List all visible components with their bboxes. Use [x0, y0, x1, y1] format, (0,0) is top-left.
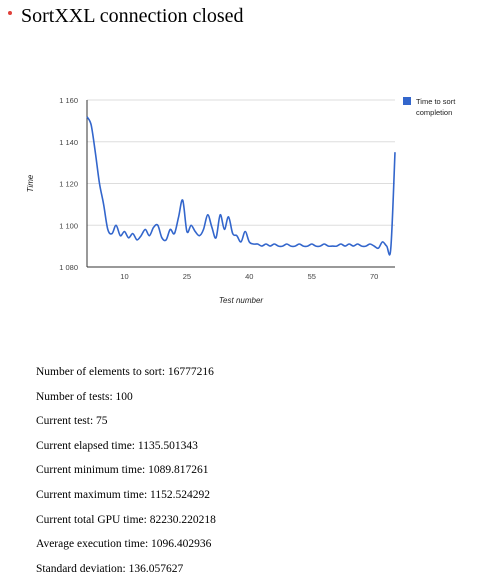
- stat-minimum-time: Current minimum time: 1089.817261: [36, 464, 209, 477]
- legend-swatch: [403, 97, 411, 105]
- x-axis-title: Test number: [219, 296, 264, 305]
- y-tick-label: 1 080: [59, 263, 78, 272]
- status-dot-icon: [8, 11, 12, 15]
- time-line-chart: 1 080 1 100 1 120 1 140 1 160 10 25 40 55 70 Time T…: [26, 96, 456, 305]
- x-tick-label: 40: [245, 272, 253, 281]
- y-axis-title: Time: [26, 174, 35, 192]
- stat-total-gpu-time: Current total GPU time: 82230.220218: [36, 513, 216, 526]
- stat-elements-to-sort: Number of elements to sort: 16777216: [36, 366, 214, 378]
- legend-label: Time to sort completion: [416, 97, 456, 117]
- series-line-time-to-sort: [86, 116, 396, 256]
- x-tick-label: 10: [120, 272, 128, 281]
- stat-number-of-tests: Number of tests: 100: [36, 390, 133, 403]
- stat-standard-deviation: Standard deviation: 136.057627: [36, 562, 184, 575]
- connection-status: SortXXL connection closed: [8, 3, 244, 29]
- stat-average-execution-time: Average execution time: 1096.402936: [36, 538, 212, 551]
- y-tick-label: 1 140: [59, 138, 78, 147]
- x-tick-label: 25: [183, 272, 191, 281]
- sort-statistics: Number of elements to sort: 16777216 Num…: [36, 360, 216, 581]
- stat-current-test: Current test: 75: [36, 415, 108, 428]
- stat-maximum-time: Current maximum time: 1152.524292: [36, 488, 210, 501]
- y-tick-label: 1 160: [59, 96, 78, 105]
- y-tick-label: 1 100: [59, 221, 78, 230]
- connection-status-text: SortXXL connection closed: [21, 4, 244, 27]
- y-tick-label: 1 120: [59, 180, 78, 189]
- x-tick-label: 70: [370, 272, 378, 281]
- x-tick-label: 55: [308, 272, 316, 281]
- stat-elapsed-time: Current elapsed time: 1135.501343: [36, 439, 198, 452]
